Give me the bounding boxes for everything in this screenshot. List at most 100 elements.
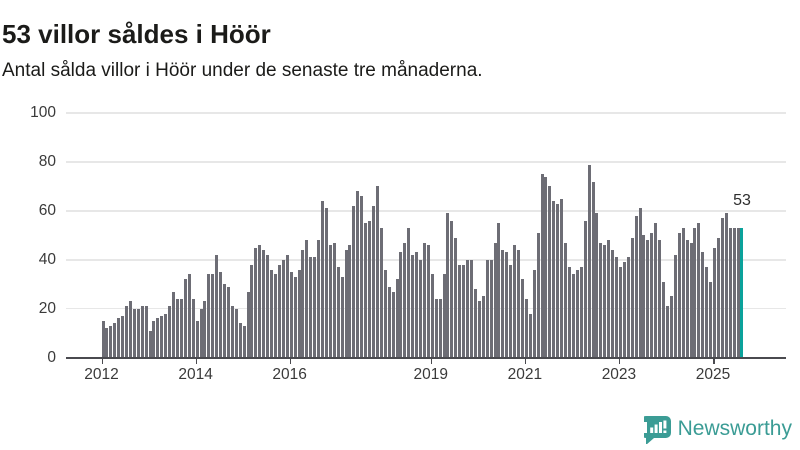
bar (305, 240, 309, 358)
bar (101, 320, 105, 358)
y-axis-tick-label: 20 (38, 299, 56, 317)
bar (626, 257, 630, 358)
bar (246, 291, 250, 358)
bar (646, 240, 650, 358)
bar (415, 252, 419, 358)
bar (442, 274, 446, 358)
bar (481, 296, 485, 358)
bar (344, 250, 348, 358)
bar (266, 254, 270, 358)
x-axis-tick (101, 358, 103, 364)
bar (693, 228, 697, 358)
bar (654, 223, 658, 358)
bar (293, 276, 297, 358)
bar (587, 164, 591, 358)
bar (575, 269, 579, 358)
y-gridline (66, 210, 786, 212)
x-axis-year-label: 2012 (84, 365, 119, 383)
bar (583, 220, 587, 358)
bar (560, 198, 564, 358)
page-title: 53 villor såldes i Höör (2, 19, 271, 50)
bar (352, 206, 356, 358)
bar (532, 269, 536, 358)
bar (105, 328, 109, 358)
x-axis-year-label: 2025 (695, 365, 731, 383)
bar (520, 279, 524, 358)
bar (662, 281, 666, 358)
bar (618, 267, 622, 358)
bar (195, 320, 199, 358)
bar (438, 298, 442, 358)
bar (125, 306, 129, 358)
bar (324, 208, 328, 358)
bar (528, 313, 532, 358)
bar (548, 186, 552, 358)
newsworthy-wordmark: Newsworthy (677, 417, 792, 440)
bar (673, 254, 677, 358)
bar (728, 228, 732, 358)
x-axis-tick (713, 358, 715, 364)
bar (469, 259, 473, 358)
x-axis-year-label: 2016 (272, 365, 307, 383)
bar (579, 267, 583, 358)
x-axis-tick (289, 358, 292, 364)
bar (230, 306, 234, 358)
bar (301, 250, 305, 358)
bar (144, 306, 148, 358)
x-axis-line (66, 356, 786, 359)
bar (630, 237, 634, 358)
bar (140, 306, 144, 358)
bar (313, 257, 317, 358)
y-axis-tick-label: 80 (38, 153, 56, 171)
x-axis-tick (430, 358, 433, 364)
bar (187, 274, 191, 358)
bar (132, 308, 136, 358)
bar (226, 286, 230, 358)
bar (281, 259, 285, 358)
bar (242, 325, 246, 358)
bar (250, 264, 254, 358)
bar (665, 306, 669, 358)
bar (297, 269, 301, 358)
bar (736, 228, 740, 358)
bar (121, 315, 125, 358)
bar (685, 240, 689, 358)
bar (720, 218, 724, 358)
x-axis-year-label: 2023 (601, 365, 637, 383)
y-axis-tick-label: 0 (47, 348, 56, 366)
bar (368, 220, 372, 358)
bar (642, 235, 646, 358)
bar (544, 176, 548, 358)
bar (340, 276, 344, 358)
x-axis-tick (524, 358, 527, 364)
bar (716, 237, 720, 358)
last-value-label: 53 (731, 192, 753, 210)
bar (234, 308, 238, 358)
bar (238, 323, 242, 358)
y-axis-tick-label: 100 (30, 104, 56, 122)
bar (556, 203, 560, 358)
bar (387, 286, 391, 358)
bar (371, 206, 375, 358)
bar (270, 269, 274, 358)
bar (215, 254, 219, 358)
bar (724, 213, 728, 358)
bar (109, 325, 113, 358)
bar (697, 223, 701, 358)
bar (164, 313, 168, 358)
bar (595, 213, 599, 358)
bar (517, 250, 521, 358)
bar (332, 242, 336, 358)
chart-subtitle: Antal sålda villor i Höör under de senas… (2, 60, 483, 81)
bar (501, 250, 505, 358)
bar (732, 228, 736, 358)
bar (199, 308, 203, 358)
bar (434, 298, 438, 358)
bar (634, 215, 638, 358)
bar (379, 228, 383, 358)
bar (458, 264, 462, 358)
bar (689, 242, 693, 358)
bar (348, 245, 352, 358)
bar (168, 306, 172, 358)
